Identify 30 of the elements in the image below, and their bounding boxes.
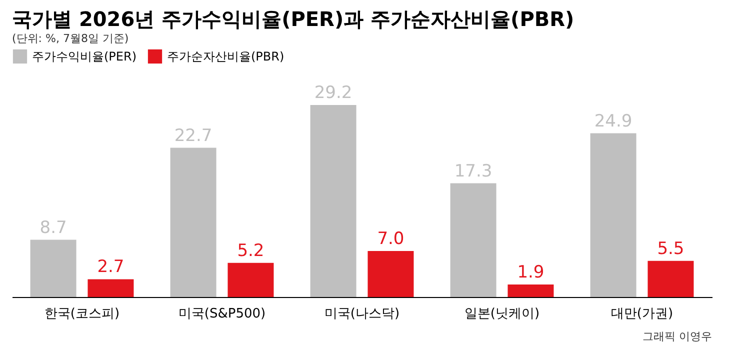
x-tick-label: 대만(가권) [610,306,674,322]
data-label: 29.2 [314,83,352,104]
text: 그래픽 이영우 [642,330,712,343]
data-label: 5.2 [237,240,264,261]
x-tick-label: 미국(나스닥) [324,306,400,322]
bar [450,183,496,297]
data-label: 17.3 [454,161,492,182]
chart-title: 국가별 2026년 주가수익비율(PER)과 주가순자산비율(PBR) [12,7,574,31]
legend-label: 주가순자산비율(PBR) [167,49,284,64]
bar [648,260,694,297]
data-label: 7.0 [377,228,404,249]
bar [170,148,216,297]
data-label: 5.5 [657,238,684,259]
data-label: 2.7 [97,257,124,278]
bar [228,262,274,297]
bar [590,133,636,297]
x-tick-label: 일본(닛케이) [464,306,540,322]
data-label: 22.7 [174,126,212,146]
data-label: 1.9 [517,262,544,283]
bar [310,105,356,297]
legend-label: 주가수익비율(PER) [32,49,137,64]
x-tick-label: 한국(코스피) [44,306,120,322]
bar [368,250,414,297]
bar [30,240,76,297]
chart-subtitle: (단위: %, 7월8일 기준) [12,32,129,45]
bar [508,284,554,297]
data-label: 8.7 [40,218,67,238]
x-tick-label: 미국(S&P500) [178,306,266,322]
bar [88,279,134,297]
data-label: 24.9 [594,111,632,132]
